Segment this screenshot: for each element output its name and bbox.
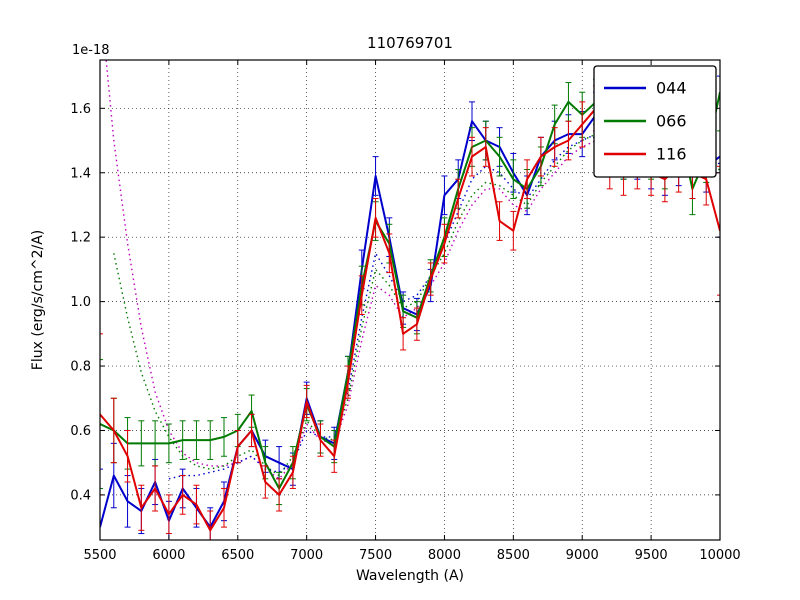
svg-text:7500: 7500 — [359, 548, 392, 563]
legend: 044 066 116 — [593, 65, 717, 178]
series-model-magenta-dotted — [105, 60, 720, 480]
y-axis-label: Flux (erg/s/cm^2/A) — [30, 230, 46, 370]
legend-label-044: 044 — [656, 79, 687, 98]
ticks — [99, 60, 721, 540]
svg-text:0.8: 0.8 — [70, 360, 91, 375]
svg-text:7000: 7000 — [290, 548, 323, 563]
svg-text:9000: 9000 — [566, 548, 599, 563]
svg-text:0.6: 0.6 — [70, 424, 91, 439]
svg-text:1.2: 1.2 — [70, 231, 91, 246]
svg-text:6500: 6500 — [221, 548, 254, 563]
axes-frame — [99, 59, 721, 541]
svg-text:6000: 6000 — [152, 548, 185, 563]
legend-label-116: 116 — [656, 145, 687, 164]
svg-text:0.4: 0.4 — [70, 488, 91, 503]
svg-text:9500: 9500 — [635, 548, 668, 563]
tick-labels: 5500 6000 6500 7000 7500 8000 8500 9000 9500 1000… — [70, 102, 740, 563]
chart-title: 110769701 — [367, 34, 453, 52]
x-axis-label: Wavelength (A) — [356, 568, 464, 584]
svg-text:10000: 10000 — [699, 548, 740, 563]
line-model-magenta-dotted — [105, 60, 720, 480]
svg-text:1.4: 1.4 — [70, 166, 91, 181]
svg-text:5500: 5500 — [83, 548, 116, 563]
svg-text:1.6: 1.6 — [70, 102, 91, 117]
y-offset-label: 1e-18 — [72, 43, 110, 58]
legend-box — [593, 65, 717, 178]
svg-text:8000: 8000 — [428, 548, 461, 563]
svg-text:1.0: 1.0 — [70, 295, 91, 310]
svg-text:8500: 8500 — [497, 548, 530, 563]
legend-label-066: 066 — [656, 112, 687, 131]
